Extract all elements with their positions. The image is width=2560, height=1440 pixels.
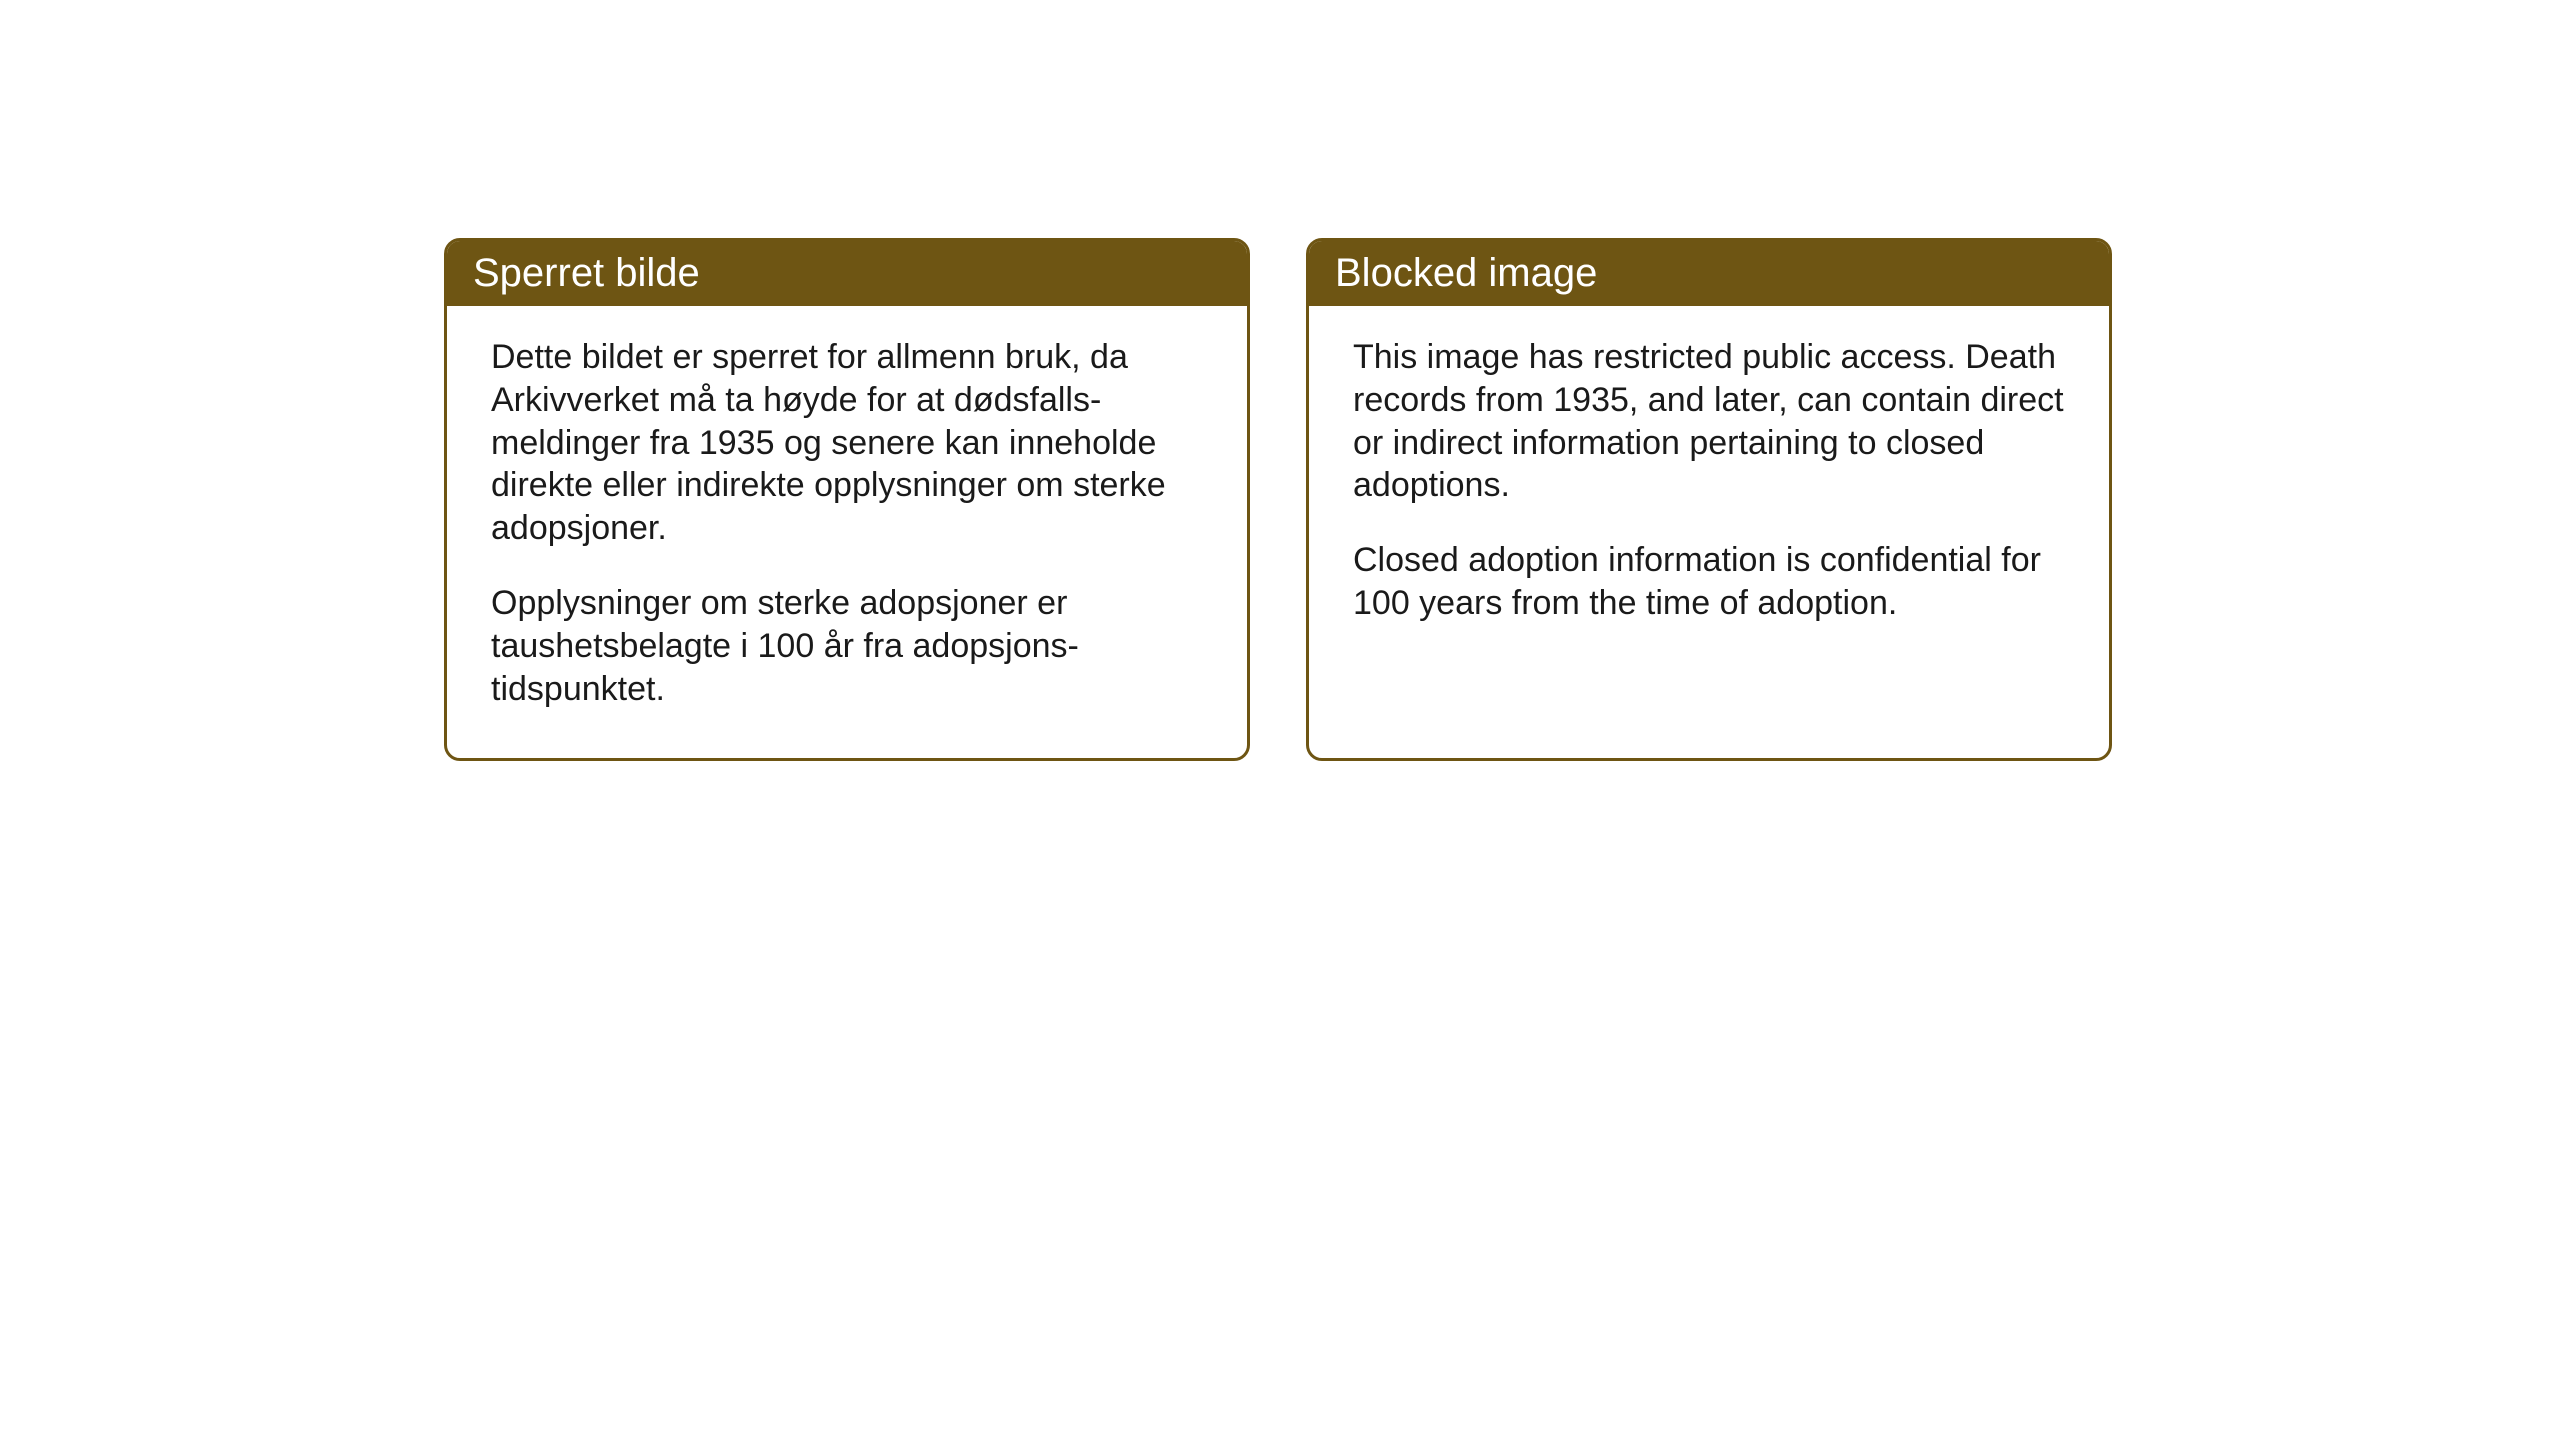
card-english-header: Blocked image — [1309, 241, 2109, 306]
card-english-title: Blocked image — [1335, 251, 1597, 295]
card-norwegian-para2: Opplysninger om sterke adopsjoner er tau… — [491, 582, 1203, 710]
card-english-para1: This image has restricted public access.… — [1353, 336, 2065, 507]
card-norwegian-body: Dette bildet er sperret for allmenn bruk… — [447, 306, 1247, 758]
card-norwegian: Sperret bilde Dette bildet er sperret fo… — [444, 238, 1250, 761]
card-english: Blocked image This image has restricted … — [1306, 238, 2112, 761]
card-norwegian-header: Sperret bilde — [447, 241, 1247, 306]
card-norwegian-para1: Dette bildet er sperret for allmenn bruk… — [491, 336, 1203, 550]
cards-container: Sperret bilde Dette bildet er sperret fo… — [444, 238, 2112, 761]
card-english-para2: Closed adoption information is confident… — [1353, 539, 2065, 625]
card-norwegian-title: Sperret bilde — [473, 251, 700, 295]
card-english-body: This image has restricted public access.… — [1309, 306, 2109, 758]
